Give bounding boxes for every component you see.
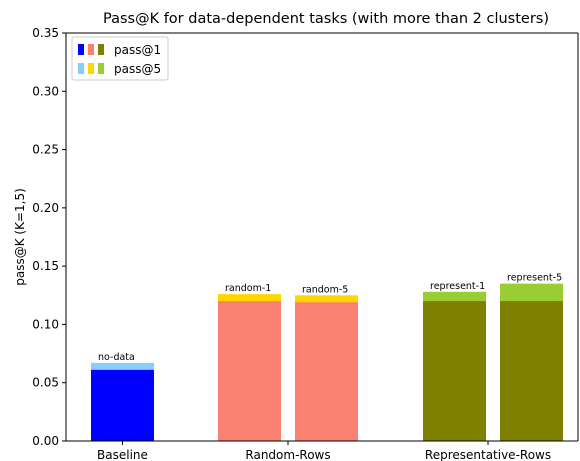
legend-swatch [88,44,94,55]
bar-pass1-3 [423,301,486,441]
bar-label: no-data [98,352,135,363]
y-tick-label: 0.35 [32,26,59,40]
x-tick-label: Representative-Rows [425,448,551,461]
legend-swatch [88,63,94,74]
legend-box [71,36,169,81]
plot-area: no-data random-1 random-5 represent-1 repres… [32,26,579,461]
bar-label: random-1 [225,283,271,294]
bar-label: represent-5 [507,273,562,284]
legend-swatch [98,63,104,74]
y-tick-label: 0.05 [32,376,59,390]
chart-title: Pass@K for data-dependent tasks (with mo… [103,11,549,27]
x-tick-label: Random-Rows [245,448,330,461]
y-tick-label: 0.15 [32,259,59,273]
legend-label: pass@5 [114,62,161,76]
y-tick-label: 0.25 [32,143,59,157]
bar-label: random-5 [302,284,348,295]
bar-pass1-1 [218,301,281,441]
y-tick-label: 0.30 [32,84,59,98]
legend-swatch [78,44,84,55]
y-tick-label: 0.10 [32,317,59,331]
bar-pass1-0 [91,369,154,441]
legend-label: pass@1 [114,43,161,57]
bar-pass1-4 [500,301,563,441]
legend: pass@1 pass@5 [71,36,169,81]
legend-swatch [98,44,104,55]
x-tick-label: Baseline [97,448,148,461]
y-tick-label: 0.00 [32,434,59,448]
bar-pass1-2 [295,302,358,441]
legend-swatch [78,63,84,74]
y-axis-label: pass@K (K=1,5) [13,188,27,286]
y-tick-label: 0.20 [32,201,59,215]
bar-label: represent-1 [430,281,485,292]
